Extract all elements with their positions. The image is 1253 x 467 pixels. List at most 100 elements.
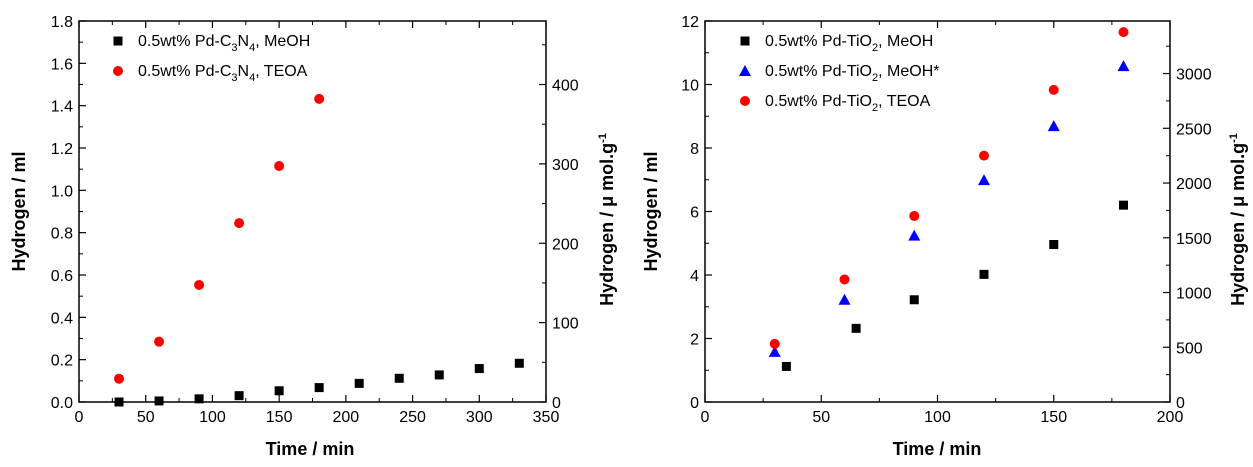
legend-subscript: 2 [872, 72, 878, 84]
legend-label: 0.5wt% Pd-C3N4, MeOH [138, 33, 310, 54]
y-tick-label: 10 [681, 78, 699, 95]
legend-subscript: 4 [249, 72, 255, 84]
y2-tick-label: 400 [552, 78, 579, 95]
y-tick-label: 1.4 [51, 99, 73, 116]
y-tick-label: 8 [690, 141, 699, 158]
data-point [434, 370, 444, 380]
data-point [274, 160, 285, 171]
y2-tick-label: 0 [552, 395, 561, 412]
y2-axis-title-sup: -1 [1228, 133, 1240, 143]
data-point [1049, 240, 1059, 250]
legend-subscript: 2 [872, 102, 878, 114]
legend-text: 0.5wt% Pd-C [138, 33, 231, 50]
x-tick-label: 100 [924, 409, 951, 426]
data-point [1047, 120, 1060, 132]
y2-axis-title-sup: -1 [597, 133, 609, 143]
data-point [979, 150, 989, 161]
data-point [1048, 84, 1059, 95]
y2-tick-label: 200 [552, 236, 579, 253]
data-point [979, 269, 989, 279]
legend-text: N [238, 63, 250, 80]
data-point [354, 378, 364, 388]
data-point [1117, 60, 1130, 72]
series-2 [768, 60, 1130, 357]
y-tick-label: 1.6 [51, 56, 73, 73]
data-point [851, 323, 861, 333]
y2-tick-label: 3000 [1176, 67, 1212, 84]
legend-label: 0.5wt% Pd-TiO2, MeOH [765, 33, 933, 54]
data-point [154, 396, 164, 406]
x-tick-label: 200 [1157, 409, 1184, 426]
y-tick-label: 2 [690, 332, 699, 349]
data-point [274, 386, 284, 396]
y2-tick-label: 500 [1176, 340, 1203, 357]
x-tick-label: 50 [812, 409, 830, 426]
legend-label: 0.5wt% Pd-C3N4, TEOA [138, 63, 308, 84]
legend-marker [739, 65, 751, 76]
legend-text: N [238, 33, 250, 50]
legend-text: , MeOH [878, 33, 933, 50]
y-tick-label: 0.8 [51, 226, 73, 243]
data-point [394, 373, 404, 383]
data-point [114, 373, 125, 384]
x-tick-label: 100 [199, 409, 226, 426]
data-point [314, 383, 324, 393]
x-tick-label: 150 [1040, 409, 1067, 426]
legend-text: 0.5wt% Pd-TiO [765, 93, 872, 110]
legend-subscript: 2 [872, 42, 878, 54]
legend-marker [740, 36, 750, 46]
x-axis-title: Time / min [893, 439, 982, 459]
legend-text: 0.5wt% Pd-C [138, 63, 231, 80]
legend-label: 0.5wt% Pd-TiO2, TEOA [765, 93, 931, 114]
data-point [909, 295, 919, 305]
legend-subscript: 4 [249, 42, 255, 54]
y2-tick-label: 300 [552, 157, 579, 174]
y-tick-label: 0.6 [51, 268, 73, 285]
x-tick-label: 150 [266, 409, 293, 426]
x-tick-label: 250 [399, 409, 426, 426]
data-point [1119, 200, 1128, 210]
y-tick-label: 1.8 [51, 14, 73, 31]
y-tick-label: 6 [690, 205, 699, 222]
y-tick-label: 0 [690, 395, 699, 412]
data-point [314, 93, 325, 104]
legend-text: , TEOA [255, 63, 307, 80]
y2-tick-label: 1500 [1176, 231, 1212, 248]
y-tick-label: 0.0 [51, 395, 73, 412]
data-point [154, 336, 165, 347]
y2-axis-title-main: Hydrogen / μ mol.g [597, 143, 617, 306]
data-point [978, 174, 990, 186]
data-point [514, 358, 524, 368]
y-tick-label: 1.2 [51, 141, 73, 158]
data-point [194, 394, 204, 404]
data-point [908, 229, 921, 241]
x-tick-label: 200 [333, 409, 360, 426]
legend-marker [113, 36, 123, 46]
y-axis-title: Hydrogen / ml [641, 151, 661, 271]
legend-text: 0.5wt% Pd-TiO [765, 63, 872, 80]
data-point [1118, 27, 1129, 38]
legend-subscript: 3 [231, 72, 237, 84]
series-2 [114, 93, 325, 384]
y2-tick-label: 0 [1176, 395, 1185, 412]
data-point [838, 293, 851, 305]
legend-marker [113, 66, 123, 76]
legend-marker [740, 96, 750, 106]
x-tick-label: 300 [466, 409, 493, 426]
data-point [768, 345, 781, 357]
y-tick-label: 0.4 [51, 310, 73, 327]
legend-subscript: 3 [231, 42, 237, 54]
x-tick-label: 350 [533, 409, 560, 426]
series-1 [781, 200, 1128, 371]
data-point [909, 210, 920, 221]
legend-text: , MeOH* [878, 63, 939, 80]
data-point [769, 338, 780, 349]
y2-axis-title: Hydrogen / μ mol.g-1 [1228, 133, 1248, 306]
chart-1: 0 50 100 150 200 250 300 350 0.0 0.2 0.4 0.6 0.8 1.0 1… [9, 14, 617, 459]
legend-text: , TEOA [878, 93, 930, 110]
x-axis-title: Time / min [266, 439, 355, 459]
data-point [194, 279, 205, 290]
legend-label: 0.5wt% Pd-TiO2, MeOH* [765, 63, 939, 84]
y2-axis-title-main: Hydrogen / μ mol.g [1228, 143, 1248, 306]
